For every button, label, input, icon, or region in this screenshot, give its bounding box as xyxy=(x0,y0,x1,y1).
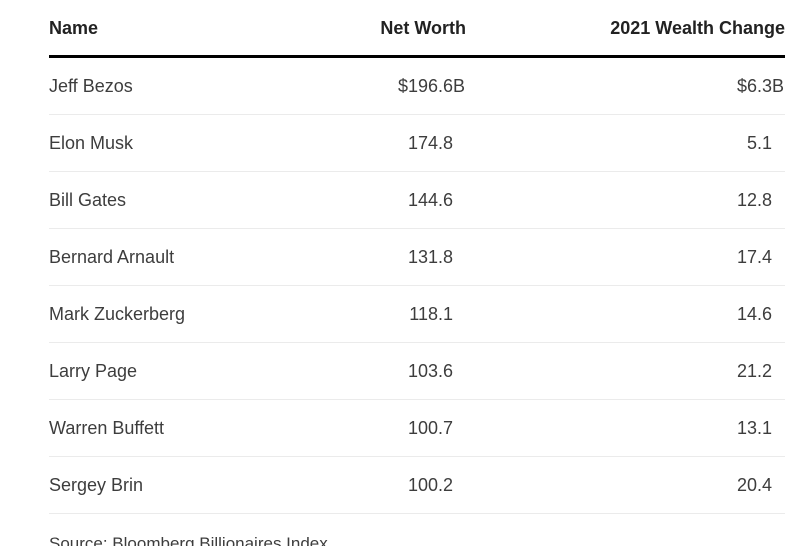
billions-suffix: B xyxy=(772,76,785,96)
cell-name: Bill Gates xyxy=(49,171,269,229)
cell-net-worth: $196.6B xyxy=(269,56,466,115)
column-header-wealth-change: 2021 Wealth Change xyxy=(466,0,785,58)
cell-net-worth: 118.1 xyxy=(269,285,466,343)
column-header-name: Name xyxy=(49,0,269,58)
billions-suffix: B xyxy=(453,76,466,96)
cell-net-worth: 131.8 xyxy=(269,228,466,286)
wealth-change-value: 21.2 xyxy=(736,361,772,381)
cell-net-worth: 144.6 xyxy=(269,171,466,229)
cell-name: Larry Page xyxy=(49,342,269,400)
cell-name: Sergey Brin xyxy=(49,456,269,514)
wealth-change-value: 12.8 xyxy=(736,190,772,210)
cell-wealth-change: $6.3B xyxy=(466,56,785,115)
header-row: Name Net Worth 2021 Wealth Change xyxy=(49,0,785,58)
table-header: Name Net Worth 2021 Wealth Change xyxy=(49,0,785,58)
table-row: Bill Gates 144.6 12.8 xyxy=(49,171,785,229)
wealth-change-value: 5.1 xyxy=(746,133,772,153)
table-row: Bernard Arnault 131.8 17.4 xyxy=(49,228,785,286)
wealth-change-value: 20.4 xyxy=(736,475,772,495)
wealth-change-value: 6.3 xyxy=(746,76,772,96)
net-worth-value: 196.6 xyxy=(407,76,453,96)
net-worth-value: 100.2 xyxy=(407,475,453,495)
net-worth-value: 100.7 xyxy=(407,418,453,438)
table-row: Sergey Brin 100.2 20.4 xyxy=(49,456,785,514)
cell-wealth-change: 13.1 xyxy=(466,399,785,457)
currency-prefix: $ xyxy=(397,76,408,96)
table-row: Jeff Bezos $196.6B $6.3B xyxy=(49,56,785,115)
table-body: Jeff Bezos $196.6B $6.3B Elon Musk 174.8… xyxy=(49,56,785,514)
net-worth-value: 174.8 xyxy=(407,133,453,153)
cell-wealth-change: 12.8 xyxy=(466,171,785,229)
cell-wealth-change: 20.4 xyxy=(466,456,785,514)
net-worth-value: 144.6 xyxy=(407,190,453,210)
cell-name: Bernard Arnault xyxy=(49,228,269,286)
column-header-net-worth: Net Worth xyxy=(269,0,466,58)
wealth-change-value: 14.6 xyxy=(736,304,772,324)
cell-net-worth: 174.8 xyxy=(269,114,466,172)
cell-net-worth: 103.6 xyxy=(269,342,466,400)
cell-wealth-change: 5.1 xyxy=(466,114,785,172)
cell-net-worth: 100.2 xyxy=(269,456,466,514)
billionaires-table: Name Net Worth 2021 Wealth Change Jeff B… xyxy=(49,0,785,514)
table-row: Warren Buffett 100.7 13.1 xyxy=(49,399,785,457)
table-row: Mark Zuckerberg 118.1 14.6 xyxy=(49,285,785,343)
cell-name: Jeff Bezos xyxy=(49,56,269,115)
net-worth-value: 118.1 xyxy=(409,304,453,324)
cell-net-worth: 100.7 xyxy=(269,399,466,457)
cell-name: Warren Buffett xyxy=(49,399,269,457)
cell-name: Elon Musk xyxy=(49,114,269,172)
wealth-change-value: 17.4 xyxy=(736,247,772,267)
table-row: Larry Page 103.6 21.2 xyxy=(49,342,785,400)
wealth-change-value: 13.1 xyxy=(736,418,772,438)
source-attribution: Source: Bloomberg Billionaires Index xyxy=(49,534,328,546)
cell-name: Mark Zuckerberg xyxy=(49,285,269,343)
table-row: Elon Musk 174.8 5.1 xyxy=(49,114,785,172)
cell-wealth-change: 14.6 xyxy=(466,285,785,343)
net-worth-value: 103.6 xyxy=(407,361,453,381)
cell-wealth-change: 21.2 xyxy=(466,342,785,400)
currency-prefix: $ xyxy=(736,76,747,96)
net-worth-value: 131.8 xyxy=(407,247,453,267)
cell-wealth-change: 17.4 xyxy=(466,228,785,286)
